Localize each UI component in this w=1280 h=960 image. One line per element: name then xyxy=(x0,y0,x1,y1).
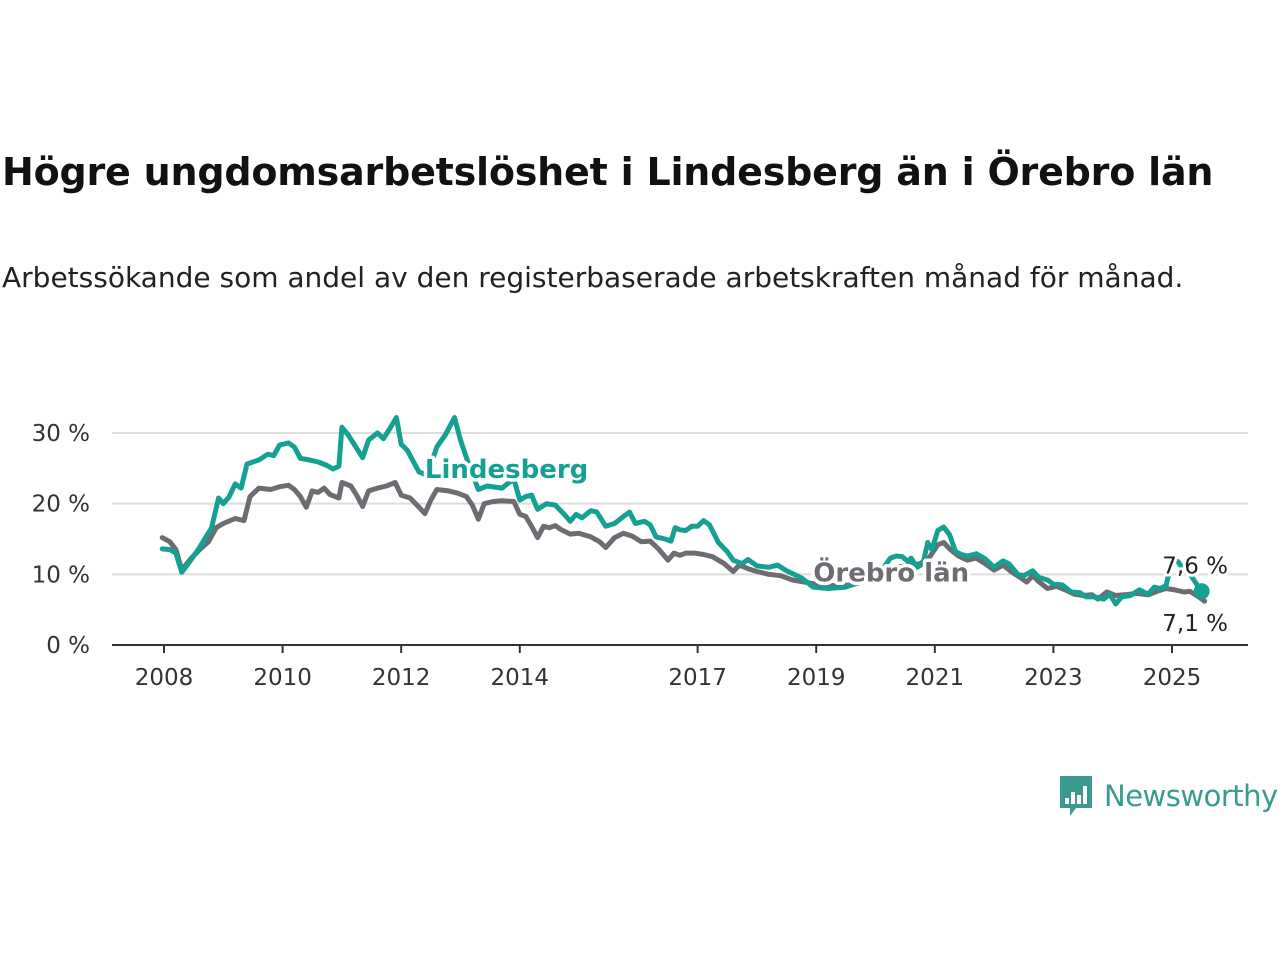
x-tick-label: 2025 xyxy=(1143,665,1202,691)
newsworthy-logo: Newsworthy xyxy=(1058,772,1278,820)
lindesberg-end-marker xyxy=(1193,583,1210,600)
y-tick-label: 0 % xyxy=(46,633,90,659)
x-axis: 2008 2010 2012 2014 2017 2019 2021 2023 2025 xyxy=(112,644,1248,691)
series-lines xyxy=(159,415,1208,607)
x-tick-label: 2012 xyxy=(372,665,431,691)
series-label-halo: Örebro län xyxy=(813,555,969,588)
x-tick-label: 2023 xyxy=(1024,665,1083,691)
lindesberg-end-label: 7,6 % xyxy=(1162,553,1228,579)
x-tick-label: 2019 xyxy=(787,665,846,691)
series-label: Örebro län xyxy=(813,555,969,588)
chart-subtitle: Arbetssökande som andel av den registerb… xyxy=(2,261,1184,294)
x-tick-label: 2017 xyxy=(668,665,727,691)
x-tick-label: 2010 xyxy=(253,665,312,691)
y-tick-label: 10 % xyxy=(32,562,90,588)
series-line-lindesberg xyxy=(159,415,1205,607)
y-tick-label: 20 % xyxy=(32,492,90,518)
lindesberg-end-label-halo: 7,6 % xyxy=(1162,553,1228,579)
x-tick-label: 2014 xyxy=(490,665,549,691)
line-chart: 0 % 10 % 20 % 30 % 2008 2010 2012 2014 2017 2019… xyxy=(32,415,1248,691)
orebro-end-label: 7,1 % xyxy=(1162,611,1228,637)
x-tick-label: 2008 xyxy=(135,665,194,691)
chart-title: Högre ungdomsarbetslöshet i Lindesberg ä… xyxy=(2,150,1214,194)
series-label: Lindesberg xyxy=(425,455,588,485)
logo-text: Newsworthy xyxy=(1104,779,1278,813)
y-axis: 0 % 10 % 20 % 30 % xyxy=(32,421,90,659)
x-tick-label: 2021 xyxy=(906,665,965,691)
newsworthy-logo-icon xyxy=(1060,776,1092,816)
orebro-end-label-halo: 7,1 % xyxy=(1162,611,1228,637)
grid-lines xyxy=(112,432,1248,576)
series-label-halo: Lindesberg xyxy=(425,455,588,485)
y-tick-label: 30 % xyxy=(32,421,90,447)
series-line-orebro-lan xyxy=(159,480,1208,604)
